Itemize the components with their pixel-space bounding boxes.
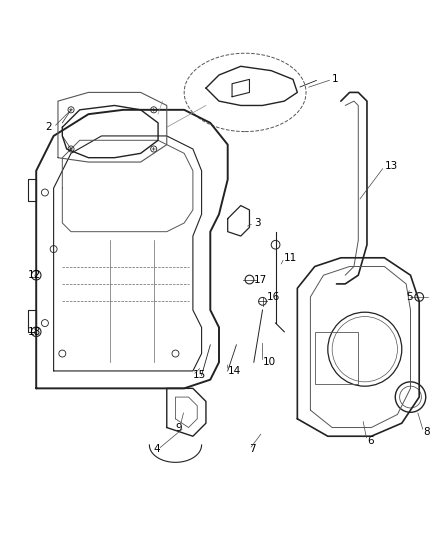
Text: 7: 7 <box>250 445 256 454</box>
Text: 6: 6 <box>367 435 374 446</box>
Text: 14: 14 <box>228 366 241 376</box>
Text: 9: 9 <box>176 423 182 433</box>
Text: 11: 11 <box>284 253 297 263</box>
Text: 8: 8 <box>424 427 430 437</box>
Text: 13: 13 <box>385 161 398 172</box>
Text: 2: 2 <box>45 122 52 132</box>
Text: 10: 10 <box>262 357 276 367</box>
Text: 4: 4 <box>154 445 160 454</box>
Text: 15: 15 <box>193 370 206 381</box>
Text: 1: 1 <box>332 75 339 84</box>
Text: 3: 3 <box>254 218 261 228</box>
Text: 18: 18 <box>28 327 41 337</box>
Text: 5: 5 <box>406 292 413 302</box>
Text: 17: 17 <box>254 274 267 285</box>
Text: 16: 16 <box>267 292 280 302</box>
Text: 12: 12 <box>28 270 41 280</box>
